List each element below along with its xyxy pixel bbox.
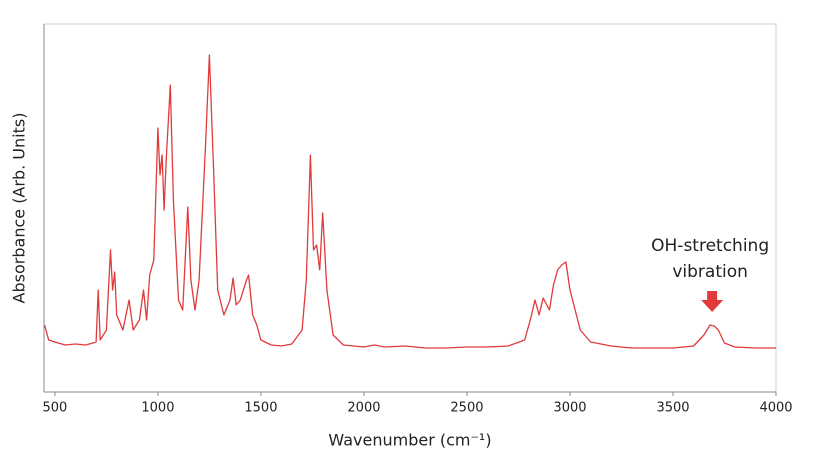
- annotation-arrow: [701, 291, 724, 312]
- annotation: OH-stretching: [651, 236, 769, 256]
- x-tick-label: 4000: [759, 401, 792, 416]
- x-tick-label: 1500: [244, 401, 277, 416]
- x-tick-label: 2000: [347, 401, 380, 416]
- spectrum-line: [43, 54, 776, 349]
- x-tick-label: 3500: [656, 401, 689, 416]
- plot-frame: [43, 23, 777, 393]
- x-tick-label: 500: [43, 401, 68, 416]
- annotation: vibration: [672, 262, 748, 282]
- y-axis-label: Absorbance (Arb. Units): [10, 113, 29, 304]
- x-tick-label: 2500: [450, 401, 483, 416]
- x-axis-label: Wavenumber (cm⁻¹): [328, 431, 491, 450]
- x-tick-label: 1000: [141, 401, 174, 416]
- x-tick-label: 3000: [553, 401, 586, 416]
